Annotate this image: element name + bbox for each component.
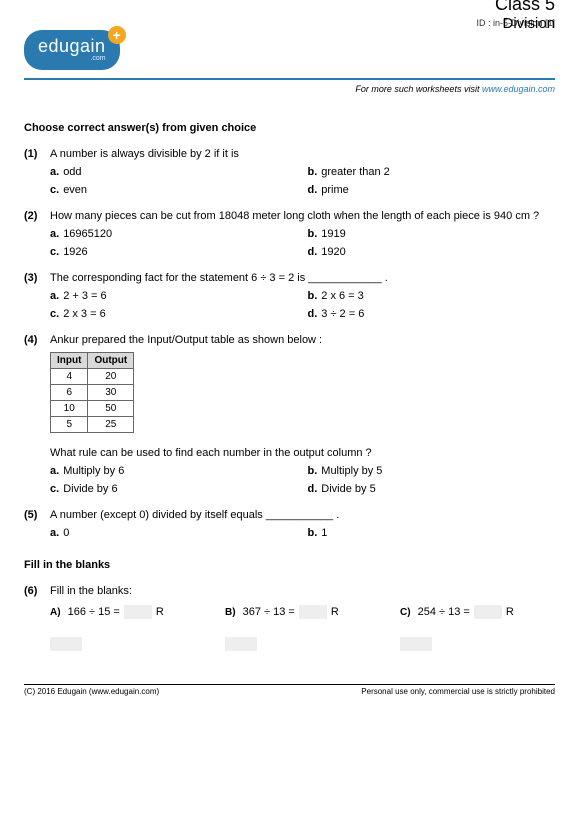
option-d: d.1920 <box>308 246 556 258</box>
question-number: (5) <box>24 509 50 539</box>
question-text: A number is always divisible by 2 if it … <box>50 148 555 160</box>
header: edugain .com + Class 5 Division <box>24 30 555 70</box>
question-number: (4) <box>24 334 50 495</box>
option-c: c.2 x 3 = 6 <box>50 308 298 320</box>
header-divider <box>24 78 555 80</box>
remainder-label: R <box>156 606 164 618</box>
part-label: C) <box>400 607 411 618</box>
part-label: B) <box>225 607 236 618</box>
part-label: A) <box>50 607 61 618</box>
question-text: How many pieces can be cut from 18048 me… <box>50 210 555 222</box>
section-fill-title: Fill in the blanks <box>24 559 555 571</box>
visit-prefix: For more such worksheets visit <box>355 84 482 94</box>
topic-title: Division <box>495 15 555 32</box>
table-row: 525 <box>51 417 134 433</box>
blank-input[interactable] <box>400 637 432 651</box>
footer-copyright: (C) 2016 Edugain (www.edugain.com) <box>24 687 159 696</box>
option-a: a.16965120 <box>50 228 298 240</box>
logo-text: edugain <box>38 36 106 56</box>
question-number: (3) <box>24 272 50 320</box>
io-table: InputOutput 420 630 1050 525 <box>50 352 134 433</box>
question-number: (6) <box>24 585 50 654</box>
option-b: b.1919 <box>308 228 556 240</box>
question-number: (1) <box>24 148 50 196</box>
blank-input[interactable] <box>50 637 82 651</box>
fill-part-c: C) 254 ÷ 13 = R <box>400 605 555 654</box>
section-mcq-title: Choose correct answer(s) from given choi… <box>24 122 555 134</box>
option-d: d.prime <box>308 184 556 196</box>
question-text: Ankur prepared the Input/Output table as… <box>50 334 555 346</box>
blank-input[interactable] <box>474 605 502 619</box>
fill-part-a: A) 166 ÷ 15 = R <box>50 605 205 654</box>
option-d: d.3 ÷ 2 = 6 <box>308 308 556 320</box>
fill-part-b: B) 367 ÷ 13 = R <box>225 605 380 654</box>
option-b: b.greater than 2 <box>308 166 556 178</box>
footer-disclaimer: Personal use only, commercial use is str… <box>361 687 555 696</box>
question-1: (1) A number is always divisible by 2 if… <box>24 148 555 196</box>
option-c: c.1926 <box>50 246 298 258</box>
question-text: The corresponding fact for the statement… <box>50 272 555 284</box>
question-2: (2) How many pieces can be cut from 1804… <box>24 210 555 258</box>
visit-link[interactable]: www.edugain.com <box>482 84 555 94</box>
table-header-output: Output <box>88 353 134 369</box>
blank-input[interactable] <box>124 605 152 619</box>
remainder-label: R <box>331 606 339 618</box>
option-c: c.even <box>50 184 298 196</box>
logo-subtext: .com <box>38 55 106 62</box>
question-text: Fill in the blanks: <box>50 585 555 597</box>
option-b: b.1 <box>308 527 556 539</box>
table-header-input: Input <box>51 353 88 369</box>
fill-expression: 367 ÷ 13 = <box>243 606 295 618</box>
remainder-label: R <box>506 606 514 618</box>
option-b: b.Multiply by 5 <box>308 465 556 477</box>
question-5: (5) A number (except 0) divided by itsel… <box>24 509 555 539</box>
question-4: (4) Ankur prepared the Input/Output tabl… <box>24 334 555 495</box>
option-a: a.Multiply by 6 <box>50 465 298 477</box>
option-a: a.odd <box>50 166 298 178</box>
question-3: (3) The corresponding fact for the state… <box>24 272 555 320</box>
table-row: 1050 <box>51 401 134 417</box>
fill-expression: 166 ÷ 15 = <box>68 606 120 618</box>
blank-input[interactable] <box>299 605 327 619</box>
option-c: c.Divide by 6 <box>50 483 298 495</box>
question-text: A number (except 0) divided by itself eq… <box>50 509 555 521</box>
question-6: (6) Fill in the blanks: A) 166 ÷ 15 = R … <box>24 585 555 654</box>
title-block: Class 5 Division <box>495 0 555 32</box>
option-b: b.2 x 6 = 3 <box>308 290 556 302</box>
table-row: 630 <box>51 385 134 401</box>
logo: edugain .com + <box>24 30 120 70</box>
fill-expression: 254 ÷ 13 = <box>418 606 470 618</box>
question-number: (2) <box>24 210 50 258</box>
option-a: a.2 + 3 = 6 <box>50 290 298 302</box>
option-d: d.Divide by 5 <box>308 483 556 495</box>
class-title: Class 5 <box>495 0 555 15</box>
blank-input[interactable] <box>225 637 257 651</box>
footer: (C) 2016 Edugain (www.edugain.com) Perso… <box>24 684 555 696</box>
question-subtext: What rule can be used to find each numbe… <box>50 447 555 459</box>
visit-line: For more such worksheets visit www.eduga… <box>24 84 555 94</box>
logo-plus-icon: + <box>108 26 126 44</box>
id-line: ID : in-5-Division [1] <box>24 18 555 28</box>
worksheet-page: ID : in-5-Division [1] edugain .com + Cl… <box>0 0 579 714</box>
option-a: a.0 <box>50 527 298 539</box>
table-row: 420 <box>51 369 134 385</box>
